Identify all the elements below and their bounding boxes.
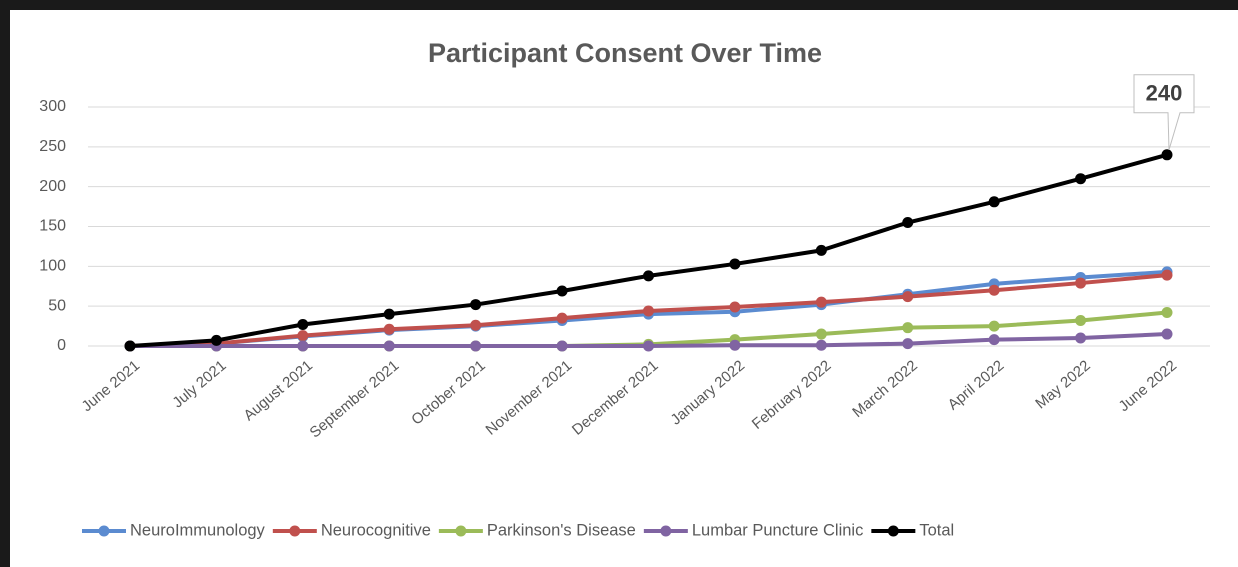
data-point (210, 334, 222, 346)
data-point (1075, 277, 1087, 289)
data-point (556, 340, 568, 352)
data-point (729, 301, 741, 313)
data-point (988, 320, 1000, 332)
legend-item: Neurocognitive (272, 521, 431, 539)
legend-label: Lumbar Puncture Clinic (692, 521, 864, 539)
data-point (556, 285, 568, 297)
legend-label: NeuroImmunology (130, 521, 266, 539)
data-point (297, 318, 309, 330)
data-point (1075, 173, 1087, 185)
data-point (815, 244, 827, 256)
legend-marker (660, 525, 672, 537)
y-tick-label: 300 (39, 98, 66, 115)
data-point (988, 196, 1000, 208)
data-point (815, 296, 827, 308)
y-tick-label: 200 (39, 178, 66, 195)
legend-item: Lumbar Puncture Clinic (643, 521, 864, 539)
y-tick-label: 250 (39, 138, 66, 155)
data-point (815, 328, 827, 340)
data-point (902, 217, 914, 229)
data-point (988, 284, 1000, 296)
data-point (297, 340, 309, 352)
data-label: 240 (1146, 81, 1183, 106)
data-point (1075, 332, 1087, 344)
legend-marker (887, 525, 899, 537)
data-point (470, 299, 482, 311)
data-point (988, 334, 1000, 346)
data-point (643, 340, 654, 352)
legend-marker (289, 525, 301, 537)
legend-label: Total (919, 521, 954, 539)
data-point (470, 319, 482, 331)
data-point (124, 340, 136, 352)
data-point (556, 312, 568, 324)
data-point (902, 338, 914, 350)
legend-label: Neurocognitive (321, 521, 431, 539)
data-point (470, 340, 482, 352)
legend-label: Parkinson's Disease (487, 521, 636, 539)
data-point (902, 291, 914, 303)
legend-marker (455, 525, 467, 537)
data-point (297, 330, 309, 342)
legend-item: Total (871, 521, 954, 539)
callout-box (1133, 74, 1195, 150)
data-point (1161, 269, 1173, 281)
data-point (1161, 149, 1173, 161)
legend-item: NeuroImmunology (82, 521, 266, 539)
data-point (1075, 315, 1087, 327)
chart-title: Participant Consent Over Time (428, 38, 822, 68)
y-tick-label: 150 (39, 218, 66, 235)
data-point (383, 323, 395, 335)
data-point (383, 308, 395, 320)
y-tick-label: 50 (48, 297, 66, 314)
data-point (643, 305, 654, 317)
legend-item: Parkinson's Disease (438, 521, 636, 539)
data-point (902, 322, 914, 334)
data-point (1161, 328, 1173, 340)
y-tick-label: 100 (39, 258, 66, 275)
data-point (383, 340, 395, 352)
data-point (1161, 307, 1173, 319)
data-point (729, 339, 741, 351)
y-tick-label: 0 (57, 337, 66, 354)
data-point (815, 339, 827, 351)
data-point (643, 270, 654, 282)
data-point (729, 258, 741, 270)
legend-marker (98, 525, 110, 537)
